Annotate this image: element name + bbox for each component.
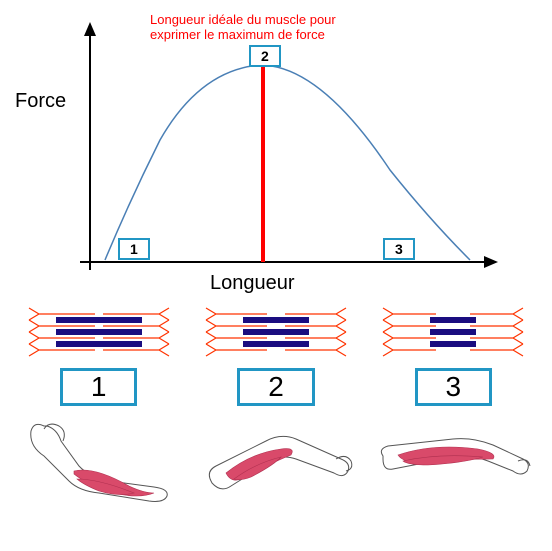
chart-marker-2: 2 <box>249 45 281 67</box>
force-length-curve <box>105 65 470 260</box>
big-label-2: 2 <box>237 368 315 406</box>
arm-row <box>10 411 542 511</box>
sarcomere-diagram-2 <box>201 300 351 360</box>
y-axis-arrow <box>84 22 96 36</box>
arm-extended <box>373 411 533 511</box>
arm-mid <box>196 411 356 511</box>
big-label-row: 1 2 3 <box>10 368 542 406</box>
sarcomere-diagram-1 <box>24 300 174 360</box>
chart-annotation: Longueur idéale du muscle pour exprimer … <box>150 12 336 42</box>
sarcomere-diagram-3 <box>378 300 528 360</box>
chart-marker-3: 3 <box>383 238 415 260</box>
sarcomere-row <box>10 300 542 360</box>
arm-flexed <box>19 411 179 511</box>
y-axis-label: Force <box>15 90 66 113</box>
force-length-chart: Longueur idéale du muscle pour exprimer … <box>10 10 510 290</box>
big-label-3: 3 <box>415 368 493 406</box>
chart-marker-1: 1 <box>118 238 150 260</box>
x-axis-arrow <box>484 256 498 268</box>
x-axis-label: Longueur <box>210 272 295 295</box>
big-label-1: 1 <box>60 368 138 406</box>
